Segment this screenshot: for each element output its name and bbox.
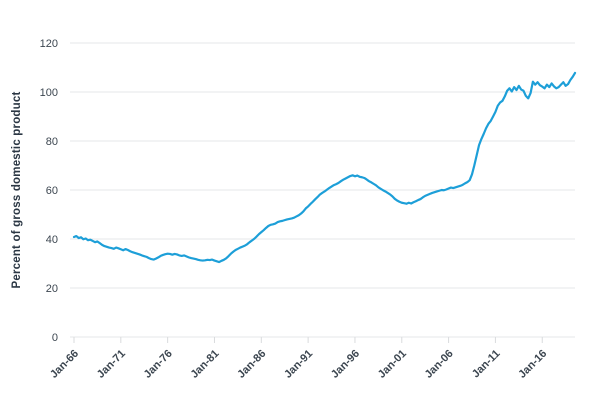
y-tick-label: 20 [46, 283, 58, 295]
x-tick-label: Jan-81 [188, 348, 221, 381]
x-tick-label: Jan-91 [282, 348, 315, 381]
x-tick-label: Jan-96 [329, 348, 362, 381]
x-tick-label: Jan-71 [95, 348, 128, 381]
y-tick-label: 60 [46, 185, 58, 197]
x-tick-label: Jan-66 [48, 348, 81, 381]
y-tick-label: 80 [46, 136, 58, 148]
x-tick-label: Jan-76 [142, 348, 175, 381]
y-axis-title: Percent of gross domestic product [11, 91, 23, 289]
y-tick-label: 100 [40, 87, 58, 99]
x-tick-label: Jan-01 [376, 348, 409, 381]
y-tick-label: 40 [46, 234, 58, 246]
x-tick-label: Jan-86 [235, 348, 268, 381]
x-tick-label: Jan-06 [423, 348, 456, 381]
x-tick-label: Jan-11 [470, 348, 503, 381]
x-tick-label: Jan-16 [516, 348, 549, 381]
y-tick-label: 0 [52, 332, 58, 344]
data-line-series [72, 71, 577, 264]
y-tick-label: 120 [40, 38, 58, 50]
